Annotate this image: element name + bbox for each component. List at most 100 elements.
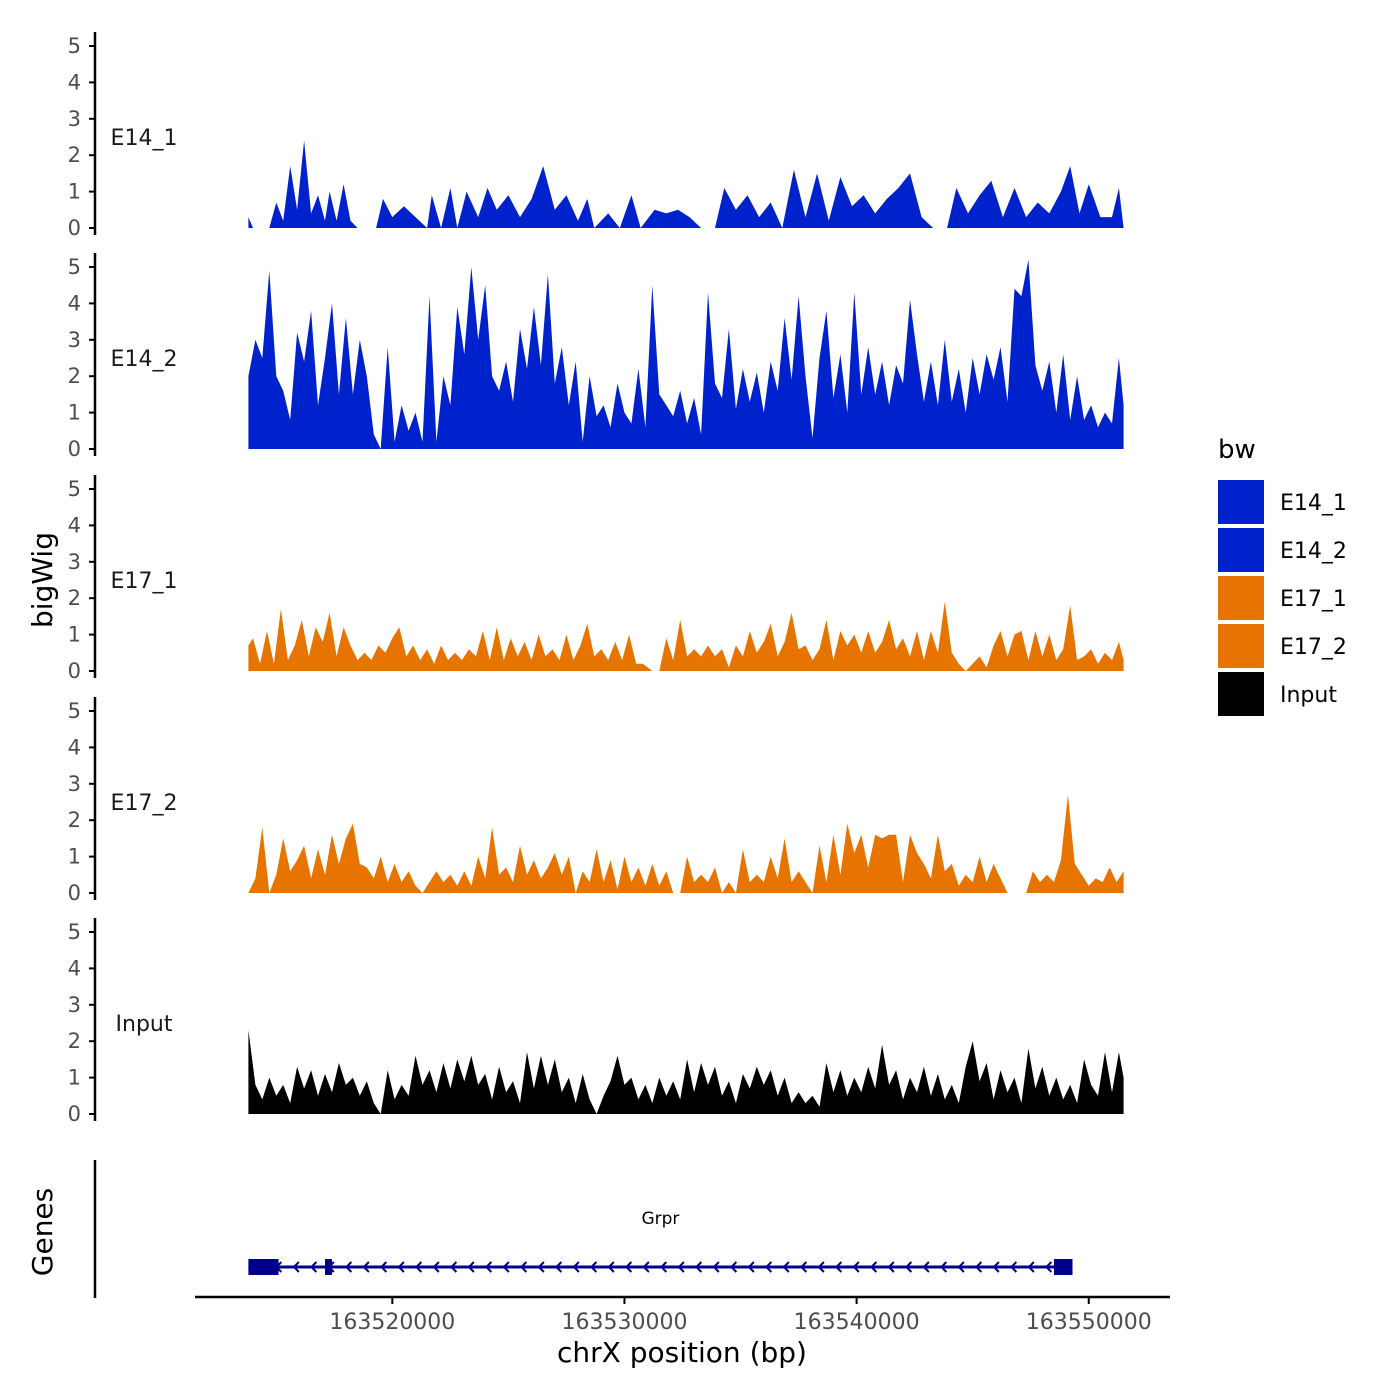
strand-arrow [607, 1261, 615, 1273]
strand-arrow [432, 1261, 440, 1273]
strand-arrow [887, 1261, 895, 1273]
y-tick-label: 4 [68, 956, 81, 980]
track-label: E14_1 [111, 126, 178, 151]
strand-arrow [659, 1261, 668, 1273]
legend-swatch [1218, 672, 1264, 716]
legend-label: Input [1280, 683, 1337, 708]
track-label: E17_2 [111, 791, 178, 816]
strand-arrow [694, 1261, 703, 1273]
x-axis-title: chrX position (bp) [557, 1336, 807, 1369]
legend-label: E17_1 [1280, 587, 1347, 612]
track-e17-1: 0 1 2 3 4 5 E17_1 [68, 475, 1124, 683]
strand-arrow [554, 1261, 563, 1273]
track-label: E14_2 [111, 347, 178, 372]
strand-arrow [817, 1261, 825, 1273]
strand-arrow [292, 1261, 300, 1273]
exon [248, 1259, 279, 1275]
y-tick-label: 4 [68, 291, 81, 315]
signal-area [248, 140, 1124, 228]
strand-arrow [852, 1261, 860, 1273]
y-tick-label: 4 [68, 735, 81, 759]
y-tick-label: 1 [68, 623, 81, 647]
exon [325, 1259, 332, 1275]
y-tick-label: 3 [68, 107, 81, 131]
strand-arrow [1027, 1261, 1035, 1273]
strand-arrow [974, 1261, 983, 1273]
strand-arrow [677, 1261, 685, 1273]
strand-arrow [414, 1261, 423, 1273]
strand-arrow [309, 1261, 318, 1273]
strand-arrow [624, 1261, 633, 1273]
y-tick-label: 0 [68, 437, 81, 461]
y-tick-label: 2 [68, 808, 81, 832]
legend-swatch [1218, 528, 1264, 572]
strand-arrow [834, 1261, 843, 1273]
strand-arrow [992, 1261, 1000, 1273]
gene-name-label: Grpr [641, 1209, 679, 1229]
y-tick-label: 5 [68, 34, 81, 58]
y-tick-label: 0 [68, 659, 81, 683]
strand-arrow [642, 1261, 650, 1273]
strand-arrow [904, 1261, 913, 1273]
strand-arrow [1009, 1261, 1018, 1273]
strand-arrow [344, 1261, 353, 1273]
legend-label: E14_2 [1280, 539, 1347, 564]
strand-arrow [957, 1261, 965, 1273]
strand-arrow [449, 1261, 458, 1273]
legend-label: E17_2 [1280, 635, 1347, 660]
y-tick-label: 4 [68, 513, 81, 537]
strand-arrow [589, 1261, 598, 1273]
x-tick-label: 163520000 [329, 1310, 455, 1335]
signal-area [248, 1030, 1124, 1114]
legend-swatch [1218, 624, 1264, 668]
legend-swatch [1218, 576, 1264, 620]
track-e14-2: 0 1 2 3 4 5 E14_2 [68, 253, 1124, 461]
signal-area [248, 601, 1124, 671]
legend-swatch [1218, 480, 1264, 524]
y-tick-label: 2 [68, 143, 81, 167]
strand-arrow [764, 1261, 773, 1273]
y-tick-label: 5 [68, 255, 81, 279]
y-tick-label: 1 [68, 180, 81, 204]
y-tick-label: 3 [68, 328, 81, 352]
y-tick-label: 3 [68, 993, 81, 1017]
y-tick-label: 5 [68, 920, 81, 944]
strand-arrow [519, 1261, 528, 1273]
strand-arrow [572, 1261, 580, 1273]
y-tick-label: 4 [68, 70, 81, 94]
strand-arrow [1044, 1261, 1053, 1273]
strand-arrow [362, 1261, 370, 1273]
y-tick-label: 3 [68, 550, 81, 574]
signal-area [248, 259, 1124, 449]
y-tick-label: 0 [68, 216, 81, 240]
y-tick-label: 0 [68, 1102, 81, 1126]
x-tick-label: 163550000 [1026, 1310, 1152, 1335]
track-e17-2: 0 1 2 3 4 5 E17_2 [68, 697, 1124, 905]
legend-title: bw [1218, 435, 1256, 465]
signal-area [248, 794, 1124, 893]
legend-label: E14_1 [1280, 491, 1347, 516]
y-tick-label: 3 [68, 772, 81, 796]
strand-arrow [939, 1261, 948, 1273]
strand-arrow [537, 1261, 545, 1273]
strand-arrow [712, 1261, 720, 1273]
track-label: E17_1 [111, 569, 178, 594]
y-tick-label: 1 [68, 1066, 81, 1090]
exon [1053, 1259, 1073, 1275]
y-tick-label: 5 [68, 699, 81, 723]
y-tick-label: 2 [68, 364, 81, 388]
y-tick-label: 1 [68, 401, 81, 425]
gene-track-title: Genes [26, 1188, 59, 1276]
legend: bw E14_1 E14_2 E17_1 E17_2 Input [1218, 435, 1347, 716]
y-tick-label: 0 [68, 881, 81, 905]
strand-arrow [502, 1261, 510, 1273]
strand-arrow [799, 1261, 808, 1273]
strand-arrow [869, 1261, 878, 1273]
y-tick-label: 1 [68, 845, 81, 869]
y-tick-label: 2 [68, 1029, 81, 1053]
strand-arrow [747, 1261, 755, 1273]
tracks-layer: 0 1 2 3 4 5 E14_1 0 1 2 3 4 5 E14_2 0 1 2 3 4 5 E17_1 0 1 2 3 4 5 E… [68, 32, 1124, 1126]
x-tick-label: 163540000 [794, 1310, 920, 1335]
